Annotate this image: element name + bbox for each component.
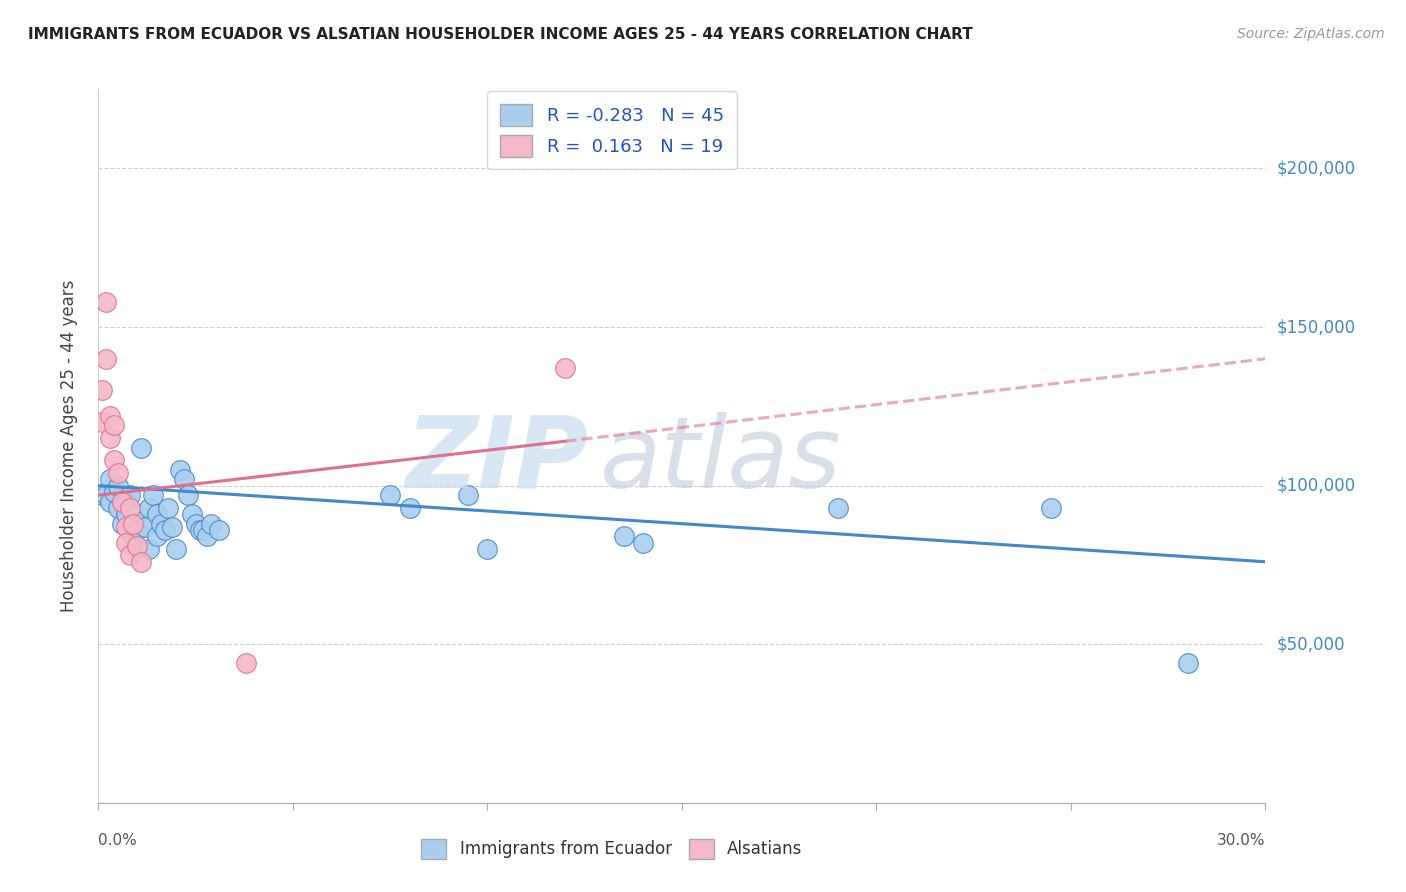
Point <box>91 488 114 502</box>
Text: $150,000: $150,000 <box>1277 318 1355 336</box>
Point <box>103 418 125 433</box>
Point <box>827 500 849 515</box>
Point <box>200 516 222 531</box>
Point <box>114 507 136 521</box>
Point <box>114 535 136 549</box>
Point <box>114 494 136 508</box>
Point <box>98 494 121 508</box>
Point <box>195 529 218 543</box>
Point <box>235 657 257 671</box>
Point <box>173 472 195 486</box>
Point <box>98 472 121 486</box>
Point <box>149 516 172 531</box>
Point <box>98 409 121 423</box>
Point <box>378 488 402 502</box>
Point <box>98 431 121 445</box>
Point <box>129 441 152 455</box>
Point <box>114 520 136 534</box>
Point <box>122 516 145 531</box>
Point <box>398 500 420 515</box>
Point <box>177 488 200 502</box>
Legend: Immigrants from Ecuador, Alsatians: Immigrants from Ecuador, Alsatians <box>415 832 808 866</box>
Text: ZIP: ZIP <box>405 412 589 508</box>
Text: $50,000: $50,000 <box>1277 635 1346 653</box>
Point <box>188 523 211 537</box>
Point <box>1177 657 1199 671</box>
Point <box>554 361 576 376</box>
Text: IMMIGRANTS FROM ECUADOR VS ALSATIAN HOUSEHOLDER INCOME AGES 25 - 44 YEARS CORREL: IMMIGRANTS FROM ECUADOR VS ALSATIAN HOUS… <box>28 27 973 42</box>
Point <box>107 478 129 492</box>
Point <box>208 523 231 537</box>
Point <box>96 351 118 366</box>
Text: $100,000: $100,000 <box>1277 476 1355 495</box>
Point <box>107 500 129 515</box>
Point <box>477 542 499 557</box>
Point <box>96 488 118 502</box>
Text: 30.0%: 30.0% <box>1218 833 1265 848</box>
Point <box>169 463 191 477</box>
Point <box>457 488 479 502</box>
Point <box>165 542 187 557</box>
Text: 0.0%: 0.0% <box>98 833 138 848</box>
Point <box>103 485 125 500</box>
Point <box>91 415 114 429</box>
Point <box>612 529 634 543</box>
Point <box>129 555 152 569</box>
Point <box>118 549 141 563</box>
Point <box>146 529 169 543</box>
Point <box>118 500 141 515</box>
Point <box>91 384 114 398</box>
Point <box>146 507 169 521</box>
Text: Source: ZipAtlas.com: Source: ZipAtlas.com <box>1237 27 1385 41</box>
Point <box>134 520 156 534</box>
Point <box>122 529 145 543</box>
Point <box>193 523 215 537</box>
Point <box>162 520 184 534</box>
Point <box>127 539 149 553</box>
Point <box>142 488 165 502</box>
Y-axis label: Householder Income Ages 25 - 44 years: Householder Income Ages 25 - 44 years <box>59 280 77 612</box>
Point <box>1040 500 1063 515</box>
Point <box>153 523 176 537</box>
Point <box>157 500 180 515</box>
Text: $200,000: $200,000 <box>1277 160 1355 178</box>
Point <box>180 507 202 521</box>
Point <box>631 535 654 549</box>
Text: atlas: atlas <box>600 412 842 508</box>
Point <box>138 542 160 557</box>
Point <box>111 516 134 531</box>
Point <box>127 507 149 521</box>
Point <box>138 500 160 515</box>
Point <box>118 488 141 502</box>
Point <box>127 523 149 537</box>
Point <box>96 294 118 309</box>
Point <box>107 466 129 480</box>
Point <box>103 453 125 467</box>
Point <box>111 494 134 508</box>
Point <box>184 516 207 531</box>
